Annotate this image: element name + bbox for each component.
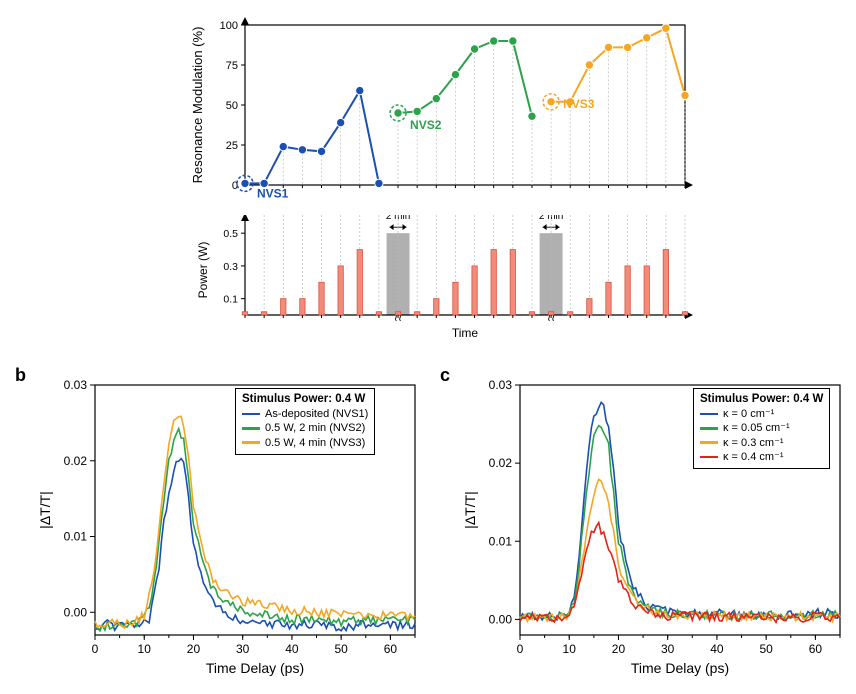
legend-swatch bbox=[700, 441, 718, 444]
svg-text:Resonance Modulation (%): Resonance Modulation (%) bbox=[190, 27, 205, 184]
svg-text:0.02: 0.02 bbox=[64, 454, 88, 468]
legend-label: κ = 0.4 cm⁻¹ bbox=[723, 450, 784, 464]
svg-text:10: 10 bbox=[563, 642, 577, 656]
svg-text:NVS1: NVS1 bbox=[257, 186, 289, 200]
legend-label: As-deposited (NVS1) bbox=[265, 407, 368, 421]
svg-text:50: 50 bbox=[226, 100, 238, 112]
svg-text:0.03: 0.03 bbox=[64, 378, 88, 392]
svg-text:75: 75 bbox=[226, 60, 238, 72]
legend-swatch bbox=[700, 427, 718, 430]
legend-swatch bbox=[242, 441, 260, 444]
panel-a-top-chart: 0255075100NVS1NVS2NVS3Resonance Modulati… bbox=[170, 10, 700, 210]
svg-text:20: 20 bbox=[187, 642, 201, 656]
svg-text:0.00: 0.00 bbox=[64, 605, 88, 619]
svg-text:0.00: 0.00 bbox=[489, 612, 513, 626]
legend-label: κ = 0.3 cm⁻¹ bbox=[723, 436, 784, 450]
svg-text:0.02: 0.02 bbox=[489, 456, 513, 470]
svg-text:40: 40 bbox=[710, 642, 724, 656]
legend-label: 0.5 W, 2 min (NVS2) bbox=[265, 421, 365, 435]
svg-text:NVS3: NVS3 bbox=[563, 97, 595, 111]
legend-label: κ = 0 cm⁻¹ bbox=[723, 407, 774, 421]
svg-text:25: 25 bbox=[226, 140, 238, 152]
svg-text:40: 40 bbox=[285, 642, 299, 656]
svg-text:0.01: 0.01 bbox=[64, 530, 88, 544]
svg-text:50: 50 bbox=[334, 642, 348, 656]
legend-item: κ = 0.05 cm⁻¹ bbox=[700, 421, 823, 435]
panel-a-bottom-chart: 2 min≀≀2 min≀≀0.10.30.5Power (W)Time bbox=[170, 215, 700, 350]
legend-label: 0.5 W, 4 min (NVS3) bbox=[265, 436, 365, 450]
legend-swatch bbox=[700, 413, 718, 416]
svg-text:0.1: 0.1 bbox=[223, 294, 238, 306]
svg-text:Power (W): Power (W) bbox=[196, 242, 210, 299]
panel-b-legend: Stimulus Power: 0.4 W As-deposited (NVS1… bbox=[235, 388, 375, 455]
legend-item: As-deposited (NVS1) bbox=[242, 407, 368, 421]
svg-text:60: 60 bbox=[809, 642, 823, 656]
svg-text:0.01: 0.01 bbox=[489, 534, 513, 548]
svg-text:Time Delay (ps): Time Delay (ps) bbox=[206, 660, 304, 676]
svg-text:0: 0 bbox=[517, 642, 524, 656]
legend-item: κ = 0.4 cm⁻¹ bbox=[700, 450, 823, 464]
svg-text:Time: Time bbox=[452, 326, 479, 340]
svg-text:Time Delay (ps): Time Delay (ps) bbox=[631, 660, 729, 676]
svg-text:100: 100 bbox=[220, 20, 238, 32]
panel-c-legend-title: Stimulus Power: 0.4 W bbox=[700, 393, 823, 405]
svg-text:|ΔT/T|: |ΔT/T| bbox=[462, 491, 478, 529]
svg-text:0.03: 0.03 bbox=[489, 378, 513, 392]
legend-item: κ = 0 cm⁻¹ bbox=[700, 407, 823, 421]
svg-text:10: 10 bbox=[138, 642, 152, 656]
svg-text:0: 0 bbox=[92, 642, 99, 656]
svg-text:0.5: 0.5 bbox=[223, 228, 238, 240]
panel-c-legend: Stimulus Power: 0.4 W κ = 0 cm⁻¹κ = 0.05… bbox=[693, 388, 830, 469]
legend-item: 0.5 W, 4 min (NVS3) bbox=[242, 436, 368, 450]
legend-label: κ = 0.05 cm⁻¹ bbox=[723, 421, 790, 435]
svg-text:|ΔT/T|: |ΔT/T| bbox=[37, 491, 53, 529]
legend-swatch bbox=[242, 413, 260, 416]
svg-text:0.3: 0.3 bbox=[223, 261, 238, 273]
legend-item: κ = 0.3 cm⁻¹ bbox=[700, 436, 823, 450]
svg-text:50: 50 bbox=[759, 642, 773, 656]
svg-text:60: 60 bbox=[384, 642, 398, 656]
panel-b-legend-title: Stimulus Power: 0.4 W bbox=[242, 393, 368, 405]
panel-b-label: b bbox=[15, 365, 26, 386]
legend-swatch bbox=[700, 456, 718, 459]
svg-text:NVS2: NVS2 bbox=[410, 118, 442, 132]
panel-c-label: c bbox=[440, 365, 450, 386]
svg-text:30: 30 bbox=[661, 642, 675, 656]
svg-text:20: 20 bbox=[612, 642, 626, 656]
svg-text:30: 30 bbox=[236, 642, 250, 656]
legend-item: 0.5 W, 2 min (NVS2) bbox=[242, 421, 368, 435]
legend-swatch bbox=[242, 427, 260, 430]
